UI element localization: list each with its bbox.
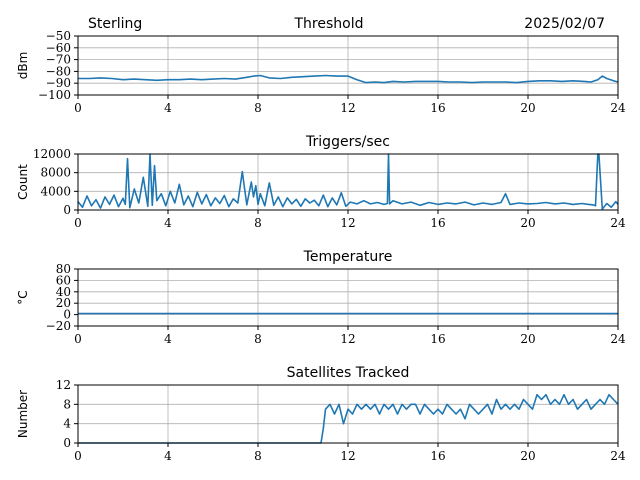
- y-tick-label: 0: [63, 203, 71, 217]
- chart-panels: 0 4 8 12 16 20 24 −100−90−80−70−60−50 dBm 0 4 8 12 16…: [16, 29, 626, 463]
- y-tick-label: 40: [56, 285, 71, 299]
- y-tick-label: 4000: [40, 184, 71, 198]
- chart-panel-1: 0 4 8 12 16 20 24 −100−90−80−70−60−50 dBm: [16, 29, 626, 115]
- y-tick-label: 4: [63, 417, 71, 431]
- x-tick-label: 16: [430, 449, 445, 463]
- x-tick-label: 24: [610, 216, 626, 230]
- x-tick-label: 0: [74, 216, 82, 230]
- x-tick-label: 24: [610, 332, 626, 346]
- x-tick-label: 20: [520, 101, 535, 115]
- x-tick-label: 16: [430, 332, 445, 346]
- y-tick-label: 12: [56, 378, 71, 392]
- x-tick-label: 4: [164, 449, 172, 463]
- x-tick-label: 0: [74, 449, 82, 463]
- x-tick-label: 8: [254, 216, 262, 230]
- x-tick-label: 16: [430, 101, 445, 115]
- y-tick-label: −90: [46, 76, 71, 90]
- y-tick-label: 20: [56, 296, 71, 310]
- x-tick-label: 12: [340, 101, 355, 115]
- x-tick-label: 12: [340, 449, 355, 463]
- y-tick-label: −60: [46, 41, 71, 55]
- x-tick-label: 0: [74, 101, 82, 115]
- y-tick-label: 60: [56, 273, 71, 287]
- y-tick-label: −50: [46, 29, 71, 43]
- x-tick-label: 24: [610, 101, 626, 115]
- x-tick-label: 4: [164, 216, 172, 230]
- x-tick-label: 4: [164, 101, 172, 115]
- y-axis-label: Number: [16, 390, 30, 438]
- header-title: Threshold: [294, 16, 364, 32]
- series-line-1: [78, 393, 619, 444]
- series-line-1: [78, 74, 619, 84]
- chart-title: Satellites Tracked: [287, 365, 410, 381]
- series-line-1: [77, 153, 619, 210]
- y-tick-label: 8: [63, 397, 71, 411]
- chart-panel-4: 0 4 8 12 16 20 24 0 4 8 12 Number Satellites Tracked: [16, 365, 626, 463]
- x-tick-label: 16: [430, 216, 445, 230]
- y-axis-label: °C: [16, 290, 30, 304]
- x-tick-label: 20: [520, 332, 535, 346]
- x-tick-label: 12: [340, 332, 355, 346]
- y-axis-label: dBm: [16, 52, 30, 80]
- y-axis-label: Count: [16, 164, 30, 200]
- header-date: 2025/02/07: [524, 16, 605, 32]
- y-tick-label: −70: [46, 53, 71, 67]
- x-tick-label: 12: [340, 216, 355, 230]
- y-tick-label: 8000: [40, 166, 71, 180]
- x-tick-label: 8: [254, 101, 262, 115]
- x-tick-label: 0: [74, 332, 82, 346]
- x-tick-label: 20: [520, 216, 535, 230]
- chart-title: Temperature: [303, 249, 393, 265]
- y-tick-label: 0: [63, 436, 71, 450]
- x-tick-label: 4: [164, 332, 172, 346]
- y-tick-label: 12000: [33, 147, 71, 161]
- x-tick-label: 24: [610, 449, 626, 463]
- y-tick-label: 0: [63, 308, 71, 322]
- y-tick-label: −80: [46, 64, 71, 78]
- x-tick-label: 8: [254, 449, 262, 463]
- chart-title: Triggers/sec: [305, 134, 390, 150]
- y-tick-label: 80: [56, 262, 71, 276]
- y-tick-label: −100: [38, 88, 71, 102]
- x-tick-label: 8: [254, 332, 262, 346]
- y-tick-label: −20: [46, 319, 71, 333]
- x-tick-label: 20: [520, 449, 535, 463]
- site-name: Sterling: [88, 16, 142, 32]
